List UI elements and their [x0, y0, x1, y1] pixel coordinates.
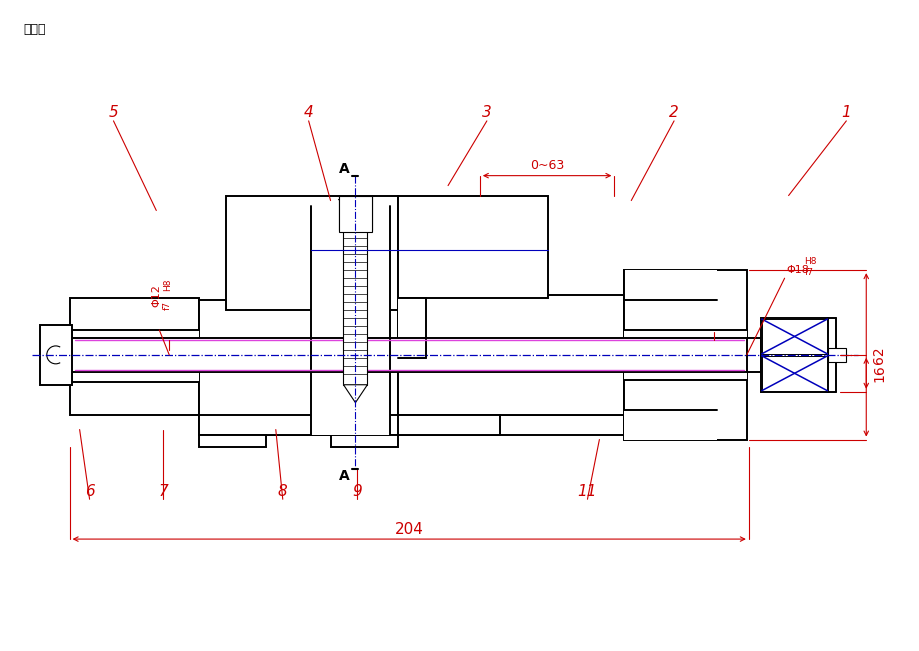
Text: 主视图: 主视图 [24, 23, 46, 36]
Text: H8: H8 [163, 279, 172, 292]
Text: 16: 16 [871, 365, 885, 382]
Bar [746, 338, 760, 372]
Text: Φ12: Φ12 [151, 284, 161, 307]
Bar [761, 356, 826, 391]
Text: 11: 11 [577, 484, 596, 499]
Bar [343, 230, 367, 385]
Bar [398, 415, 499, 434]
Text: 3: 3 [482, 105, 492, 120]
Bar [338, 195, 372, 232]
Text: 6: 6 [85, 484, 95, 499]
Bar [70, 338, 748, 372]
Bar [199, 415, 624, 434]
Bar [40, 325, 72, 385]
Text: 4: 4 [303, 105, 313, 120]
Bar [624, 270, 746, 439]
Bar [761, 319, 826, 354]
Text: Φ18: Φ18 [786, 265, 809, 275]
Text: 204: 204 [394, 522, 423, 537]
Text: 8: 8 [278, 484, 288, 499]
Bar [760, 318, 827, 392]
Bar [72, 330, 199, 381]
Bar [338, 195, 372, 230]
Text: A: A [338, 469, 349, 484]
Bar [311, 206, 390, 434]
Text: f7: f7 [803, 268, 812, 277]
Text: 7: 7 [158, 484, 168, 499]
Bar [827, 348, 845, 362]
Polygon shape [343, 385, 367, 403]
Text: 2: 2 [668, 105, 678, 120]
Bar [398, 295, 624, 415]
Bar [226, 195, 398, 310]
Bar [624, 270, 716, 300]
Bar [199, 300, 398, 434]
Text: H8: H8 [803, 256, 816, 266]
Bar [624, 330, 746, 380]
Text: 0~63: 0~63 [530, 159, 564, 172]
Bar [398, 195, 547, 298]
Bar [624, 409, 716, 439]
Bar [398, 298, 425, 358]
Bar [70, 298, 199, 415]
Bar [199, 434, 266, 447]
Text: A: A [338, 161, 349, 176]
Text: 9: 9 [352, 484, 362, 499]
Bar [330, 434, 398, 447]
Text: f7: f7 [163, 301, 172, 310]
Text: 1: 1 [841, 105, 850, 120]
Text: 5: 5 [108, 105, 119, 120]
Text: 62: 62 [871, 346, 885, 364]
